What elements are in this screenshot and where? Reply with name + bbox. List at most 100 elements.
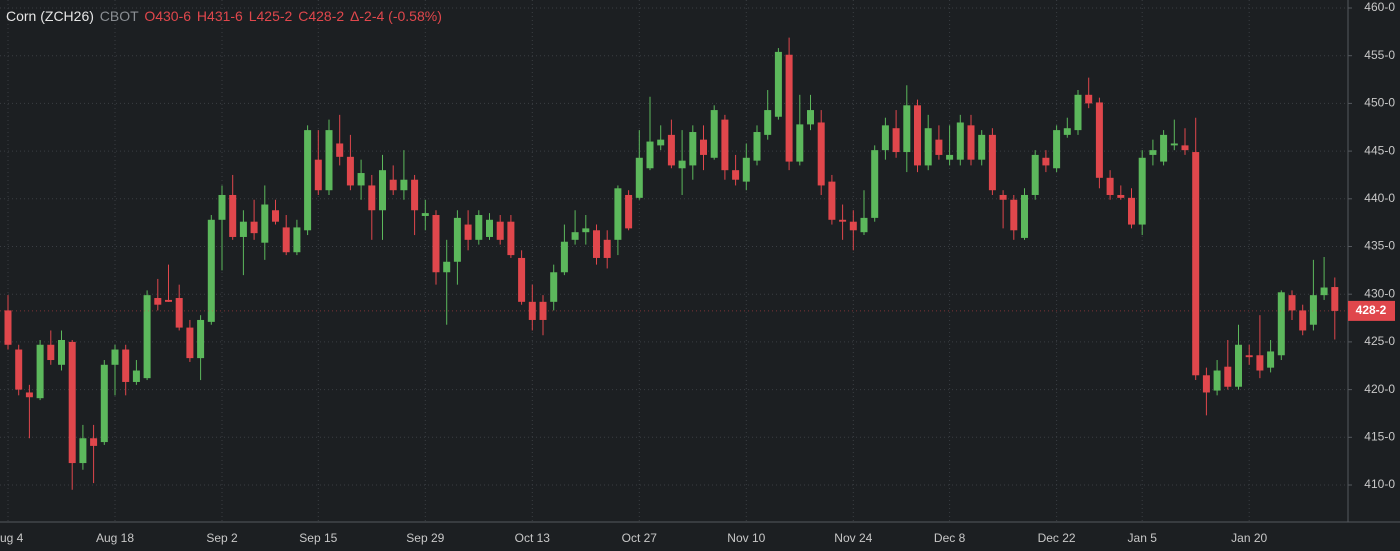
candle-body: [336, 143, 344, 157]
candle-body: [1213, 370, 1221, 391]
high-label: H431-6: [197, 8, 243, 24]
candle-body: [432, 215, 440, 273]
y-tick-label: 460-0: [1364, 0, 1395, 14]
candle-body: [614, 188, 622, 240]
candle-body: [496, 221, 504, 240]
candle-body: [443, 261, 451, 273]
x-tick-label: Aug 18: [96, 531, 134, 545]
candle-body: [1277, 292, 1285, 356]
candle-body: [1095, 102, 1103, 178]
candle-body: [721, 119, 729, 171]
open-label: O430-6: [144, 8, 191, 24]
candle-body: [1085, 94, 1093, 104]
candle-body: [325, 130, 333, 191]
candle-body: [186, 327, 194, 359]
candle-body: [175, 298, 183, 328]
candle-body: [314, 159, 322, 191]
candle-body: [828, 181, 836, 220]
candle-body: [90, 438, 98, 446]
candle-body: [250, 221, 258, 234]
candle-body: [1053, 130, 1061, 169]
candle-body: [732, 170, 740, 180]
x-tick-label: Jan 5: [1128, 531, 1158, 545]
candle-body: [122, 349, 130, 382]
y-tick-label: 410-0: [1364, 477, 1395, 491]
candle-body: [1202, 375, 1210, 393]
candle-body: [36, 344, 44, 399]
y-tick-label: 420-0: [1364, 382, 1395, 396]
candle-body: [475, 215, 483, 240]
candle-body: [400, 179, 408, 191]
x-tick-label: Sep 2: [206, 531, 238, 545]
candle-body: [421, 213, 429, 216]
candle-body: [967, 125, 975, 160]
candle-body: [849, 221, 857, 231]
candle-body: [357, 173, 365, 186]
candle-body: [603, 239, 611, 258]
candle-body: [1320, 287, 1328, 296]
candle-body: [871, 150, 879, 218]
candle-body: [1149, 150, 1157, 155]
candle-body: [261, 204, 269, 243]
x-tick-label: Sep 29: [406, 531, 444, 545]
candle-body: [539, 301, 547, 320]
candle-body: [368, 185, 376, 211]
candle-body: [978, 134, 986, 160]
y-tick-label: 440-0: [1364, 191, 1395, 205]
candle-body: [742, 157, 750, 182]
candle-body: [1021, 194, 1028, 238]
x-tick-label: Nov 24: [834, 531, 872, 545]
candle-body: [239, 221, 247, 237]
candle-body: [293, 227, 301, 253]
candle-body: [625, 194, 633, 229]
candle-body: [903, 105, 911, 153]
candle-body: [881, 125, 889, 151]
candle-body: [1042, 157, 1050, 166]
candle-body: [796, 124, 804, 162]
candle-body: [25, 392, 33, 398]
candle-body: [486, 219, 493, 237]
candle-body: [892, 128, 900, 153]
candle-body: [1010, 199, 1018, 231]
candle-body: [678, 160, 686, 169]
y-tick-label: 415-0: [1364, 429, 1395, 443]
candle-body: [272, 210, 279, 222]
x-tick-label: Oct 13: [515, 531, 551, 545]
candle-body: [1267, 351, 1275, 368]
candle-body: [1299, 310, 1307, 331]
candle-body: [700, 139, 707, 155]
candle-body: [999, 194, 1007, 200]
candle-body: [197, 319, 205, 359]
candle-body: [15, 349, 23, 390]
y-tick-label: 455-0: [1364, 48, 1395, 62]
exchange: CBOT: [100, 8, 139, 24]
candle-body: [550, 272, 558, 302]
x-tick-label: Sep 15: [299, 531, 337, 545]
x-tick-label: ug 4: [0, 531, 24, 545]
candle-body: [635, 157, 643, 198]
y-tick-label: 425-0: [1364, 334, 1395, 348]
candle-body: [1181, 145, 1189, 151]
candle-body: [956, 122, 964, 160]
candle-body: [304, 130, 312, 231]
candle-body: [1288, 295, 1296, 311]
x-tick-label: Dec 8: [934, 531, 966, 545]
candle-body: [47, 344, 55, 361]
candle-body: [4, 310, 12, 345]
candle-body: [1063, 128, 1071, 135]
candle-body: [593, 230, 600, 258]
candle-body: [282, 227, 290, 253]
symbol: Corn (ZCH26): [6, 8, 94, 24]
candle-body: [100, 364, 108, 443]
candle-body: [1309, 295, 1317, 325]
candle-body: [560, 241, 568, 273]
candle-body: [1235, 344, 1242, 387]
candle-body: [924, 128, 932, 166]
x-tick-label: Oct 27: [622, 531, 658, 545]
candle-body: [154, 298, 162, 305]
candle-body: [1128, 197, 1135, 225]
x-tick-label: Nov 10: [727, 531, 765, 545]
candle-body: [764, 110, 772, 135]
